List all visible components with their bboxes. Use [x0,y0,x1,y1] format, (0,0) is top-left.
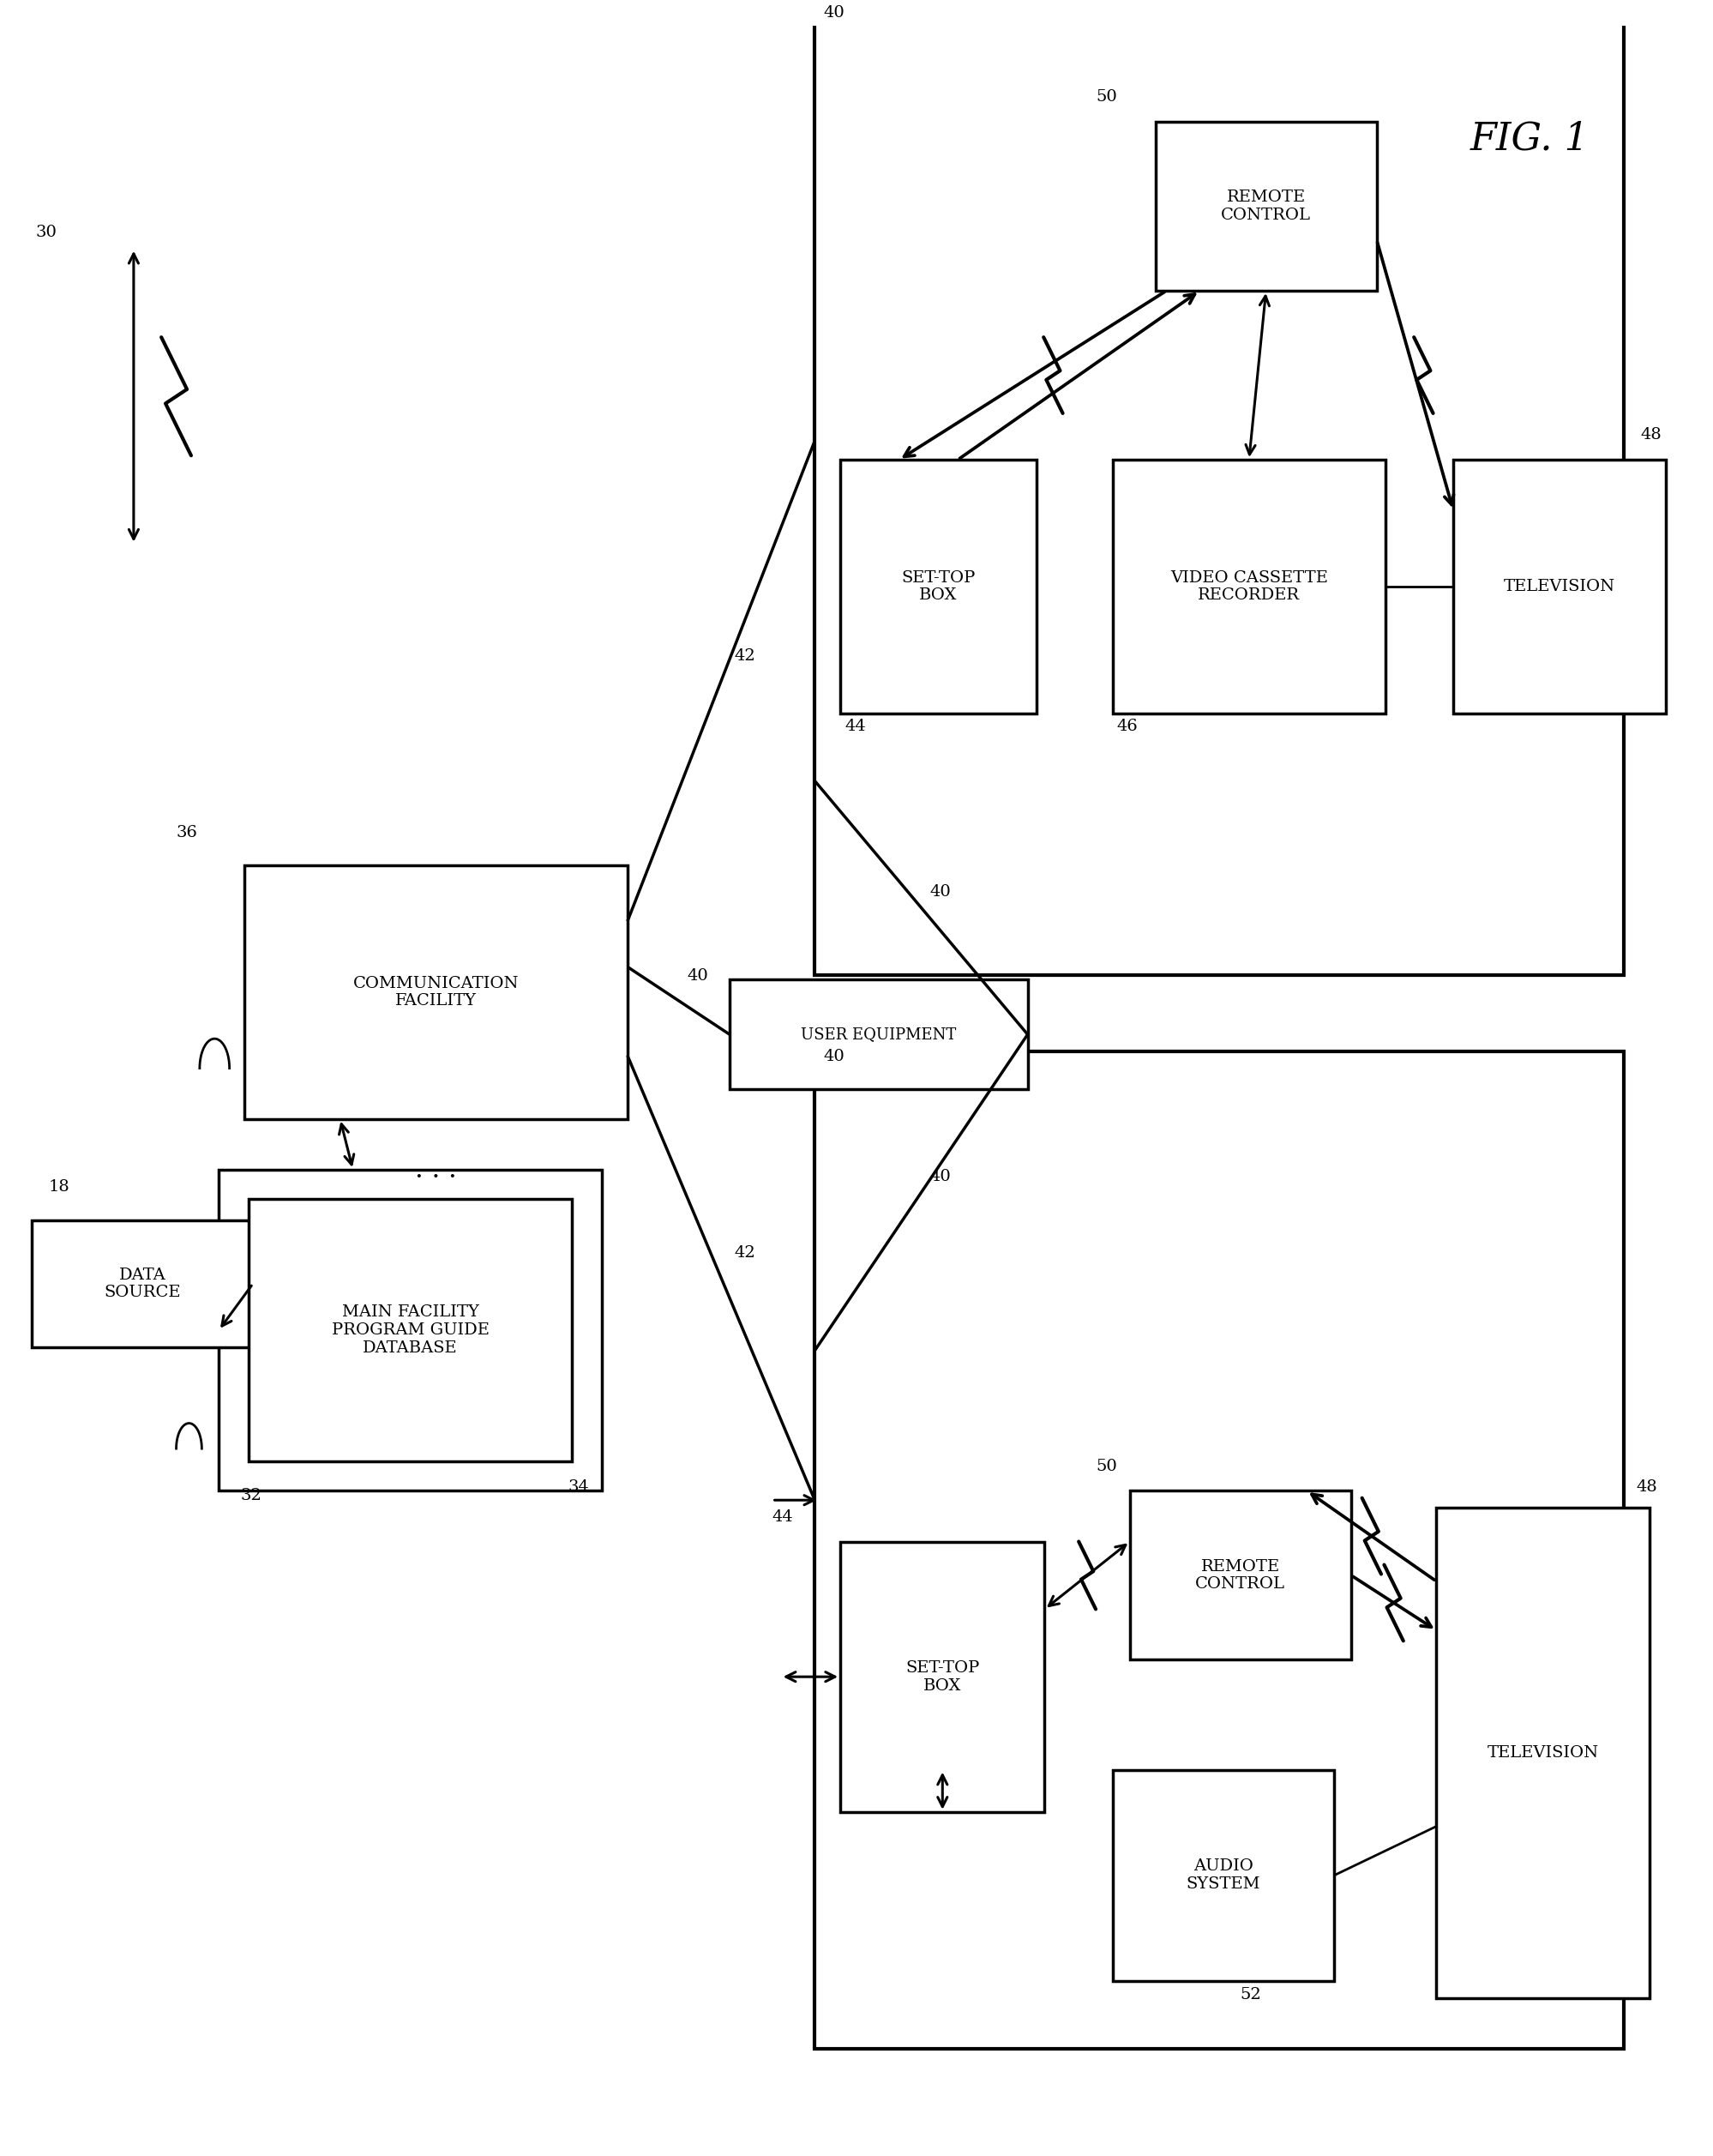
FancyBboxPatch shape [730,979,1028,1089]
Text: 44: 44 [845,718,865,735]
Text: DATA
SOURCE: DATA SOURCE [104,1268,180,1300]
Text: AUDIO
SYSTEM: AUDIO SYSTEM [1185,1858,1259,1893]
Text: 40: 40 [822,4,845,19]
FancyBboxPatch shape [1435,1507,1648,1999]
Text: SET-TOP
BOX: SET-TOP BOX [904,1660,980,1692]
FancyBboxPatch shape [1129,1490,1350,1660]
Text: 46: 46 [1117,718,1137,735]
Text: 40: 40 [822,1048,845,1065]
Text: 36: 36 [176,824,197,841]
Text: . . .: . . . [415,1158,457,1184]
Text: 50: 50 [1095,88,1117,106]
FancyBboxPatch shape [219,1171,601,1490]
FancyBboxPatch shape [839,459,1036,714]
Text: 40: 40 [928,884,951,899]
Text: USER EQUIPMENT: USER EQUIPMENT [800,1026,956,1041]
FancyBboxPatch shape [1453,459,1665,714]
FancyBboxPatch shape [814,1052,1622,2048]
Text: MAIN FACILITY
PROGRAM GUIDE
DATABASE: MAIN FACILITY PROGRAM GUIDE DATABASE [331,1304,488,1356]
Text: 44: 44 [773,1509,793,1524]
Text: 34: 34 [567,1479,589,1494]
Text: 42: 42 [733,649,755,664]
Text: SET-TOP
BOX: SET-TOP BOX [901,569,975,604]
FancyBboxPatch shape [814,4,1622,975]
Text: REMOTE
CONTROL: REMOTE CONTROL [1196,1559,1285,1591]
Text: FIG. 1: FIG. 1 [1470,121,1588,157]
Text: 48: 48 [1636,1479,1656,1494]
Text: 18: 18 [48,1179,70,1194]
FancyBboxPatch shape [31,1220,254,1348]
FancyBboxPatch shape [1112,459,1384,714]
Text: 40: 40 [928,1169,951,1184]
Text: 48: 48 [1639,427,1662,442]
Text: COMMUNICATION
FACILITY: COMMUNICATION FACILITY [353,975,519,1009]
FancyBboxPatch shape [1155,121,1376,291]
FancyBboxPatch shape [839,1542,1045,1811]
FancyBboxPatch shape [1112,1770,1333,1981]
Text: 40: 40 [687,968,707,983]
Text: TELEVISION: TELEVISION [1487,1744,1598,1761]
Text: 30: 30 [36,224,57,239]
FancyBboxPatch shape [245,865,627,1119]
Text: 42: 42 [733,1246,755,1261]
Text: TELEVISION: TELEVISION [1504,578,1615,595]
Text: 32: 32 [240,1488,262,1503]
Text: 52: 52 [1240,1986,1261,2003]
Text: VIDEO CASSETTE
RECORDER: VIDEO CASSETTE RECORDER [1170,569,1328,604]
Text: REMOTE
CONTROL: REMOTE CONTROL [1220,190,1310,222]
FancyBboxPatch shape [248,1199,572,1462]
Text: 50: 50 [1095,1457,1117,1475]
